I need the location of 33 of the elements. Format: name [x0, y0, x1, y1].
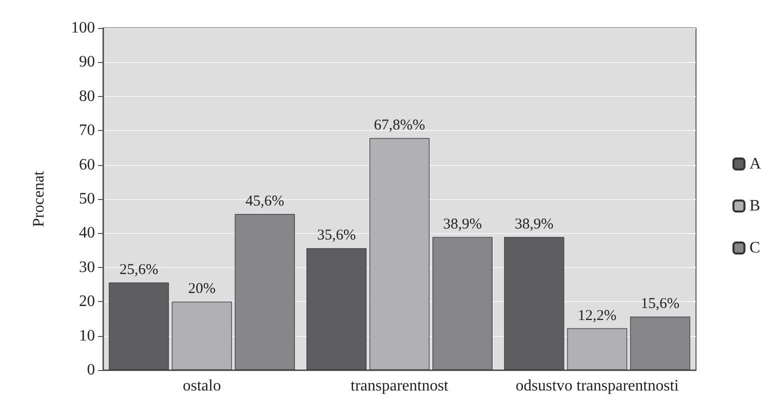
x-tick-label: ostalo [182, 378, 221, 394]
data-label: 38,9% [514, 216, 554, 232]
legend-label: A [749, 156, 762, 172]
y-tick-label: 20 [79, 293, 95, 310]
x-tick-label: transparentnost [350, 378, 449, 394]
y-tick-label: 0 [87, 362, 95, 378]
data-label: 35,6% [317, 228, 356, 244]
y-tick-label: 10 [79, 327, 95, 344]
y-tick-label: 60 [79, 156, 95, 174]
legend-label: C [749, 240, 760, 256]
data-label: 38,9% [443, 216, 482, 232]
data-label: 25,6% [119, 262, 158, 278]
y-tick-label: 100 [71, 20, 95, 36]
bar [567, 328, 628, 370]
data-label: 12,2% [578, 308, 617, 324]
y-axis-title: Procenat [30, 170, 48, 227]
data-label: 15,6% [640, 296, 680, 312]
y-tick-label: 30 [79, 258, 95, 276]
y-tick-label: 40 [79, 224, 95, 242]
data-label: 67,8%% [374, 118, 426, 134]
y-tick-label: 50 [79, 190, 95, 208]
bar [234, 214, 295, 370]
y-tick-label: 90 [79, 54, 95, 71]
bar [370, 138, 430, 370]
legend-label: B [749, 198, 760, 214]
x-tick-label: odsustvo transparentnosti [516, 378, 680, 394]
bar [432, 236, 492, 370]
data-label: 20% [188, 281, 216, 298]
y-tick-label: 80 [79, 88, 95, 105]
y-tick-label: 70 [79, 122, 95, 140]
data-label: 45,6% [245, 194, 284, 210]
bar [172, 302, 232, 370]
bar [630, 316, 690, 370]
